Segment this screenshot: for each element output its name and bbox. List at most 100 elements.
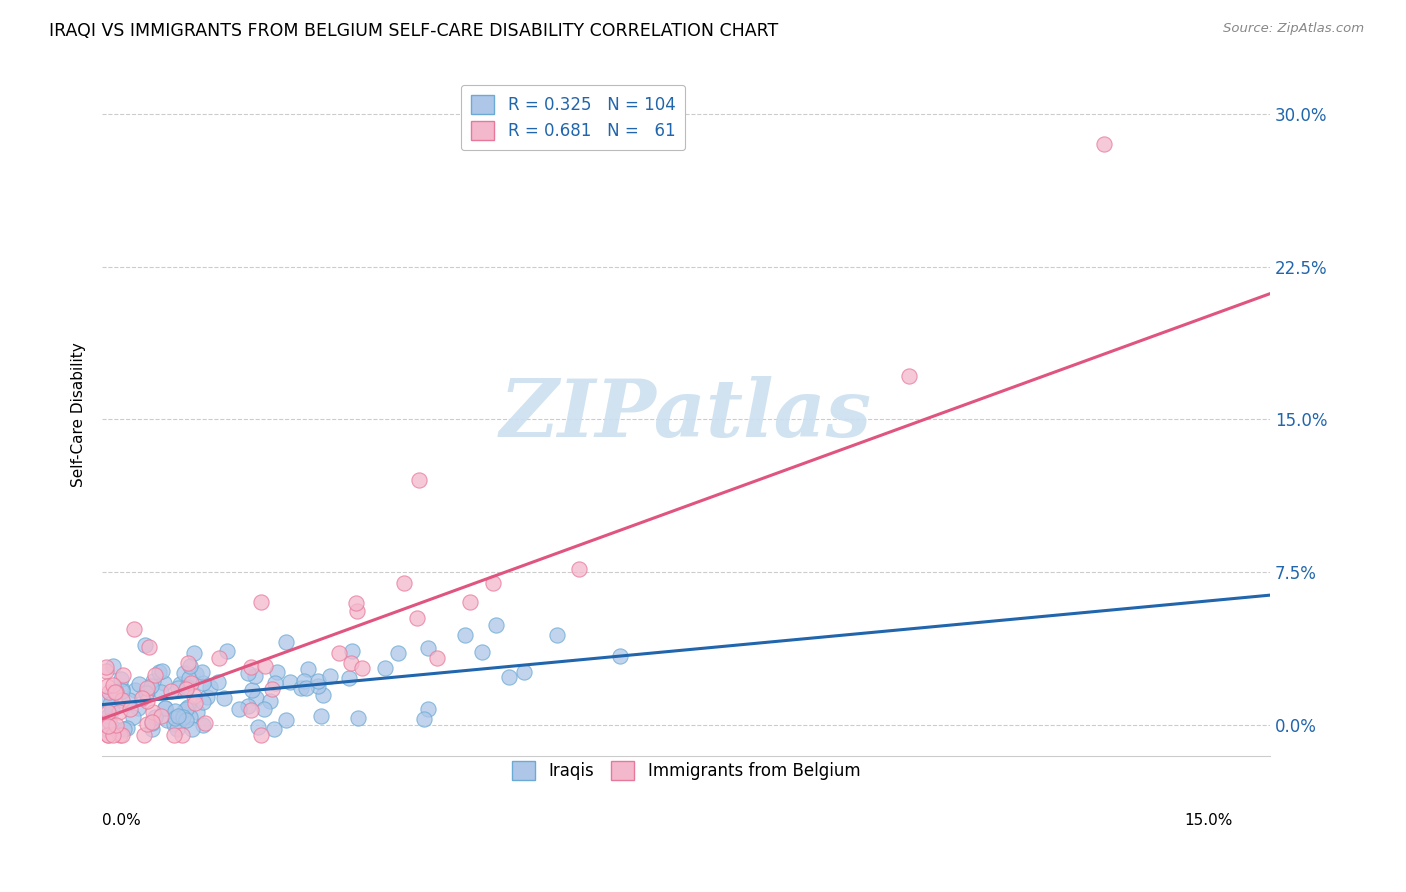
Text: 0.0%: 0.0%	[103, 813, 141, 828]
Point	[176, 656, 198, 670]
Point	[172, 728, 194, 742]
Point	[295, 681, 318, 696]
Legend: Iraqis, Immigrants from Belgium: Iraqis, Immigrants from Belgium	[503, 752, 869, 789]
Point	[97, 708, 120, 723]
Point	[104, 722, 127, 736]
Point	[135, 684, 157, 698]
Point	[166, 681, 188, 696]
Point	[105, 718, 128, 732]
Point	[110, 681, 132, 696]
Point	[339, 656, 361, 670]
Point	[387, 646, 409, 660]
Point	[142, 705, 165, 719]
Point	[134, 728, 156, 742]
Point	[274, 713, 297, 727]
Point	[243, 669, 266, 683]
Point	[96, 664, 118, 678]
Point	[181, 722, 204, 736]
Point	[346, 604, 368, 618]
Point	[97, 728, 120, 742]
Point	[136, 681, 159, 695]
Point	[344, 596, 367, 610]
Point	[104, 684, 127, 698]
Point	[309, 709, 332, 723]
Point	[107, 706, 129, 720]
Point	[153, 700, 176, 714]
Point	[318, 669, 340, 683]
Point	[481, 576, 503, 591]
Point	[111, 684, 134, 698]
Point	[97, 728, 120, 742]
Point	[191, 665, 214, 679]
Point	[136, 694, 159, 708]
Point	[163, 704, 186, 718]
Point	[337, 671, 360, 685]
Point	[1094, 137, 1116, 152]
Point	[191, 695, 214, 709]
Point	[122, 710, 145, 724]
Point	[105, 685, 128, 699]
Point	[253, 658, 276, 673]
Point	[249, 728, 271, 742]
Point	[135, 686, 157, 700]
Point	[236, 665, 259, 680]
Point	[141, 722, 163, 736]
Point	[240, 659, 263, 673]
Point	[394, 575, 416, 590]
Point	[142, 673, 165, 688]
Point	[609, 648, 631, 663]
Point	[263, 676, 285, 690]
Point	[128, 677, 150, 691]
Point	[247, 720, 270, 734]
Point	[138, 640, 160, 655]
Point	[290, 681, 312, 695]
Point	[149, 708, 172, 723]
Point	[97, 718, 120, 732]
Point	[166, 722, 188, 736]
Point	[163, 728, 186, 742]
Point	[280, 675, 302, 690]
Point	[167, 708, 190, 723]
Point	[183, 689, 205, 703]
Point	[418, 702, 440, 716]
Point	[101, 703, 124, 717]
Point	[215, 644, 238, 658]
Point	[208, 651, 231, 665]
Point	[163, 710, 186, 724]
Y-axis label: Self-Care Disability: Self-Care Disability	[72, 342, 86, 487]
Point	[249, 595, 271, 609]
Point	[274, 634, 297, 648]
Point	[98, 697, 121, 711]
Point	[568, 562, 591, 576]
Point	[156, 713, 179, 727]
Point	[307, 674, 329, 689]
Point	[110, 728, 132, 742]
Point	[212, 690, 235, 705]
Point	[297, 662, 319, 676]
Point	[98, 714, 121, 729]
Point	[176, 680, 198, 694]
Point	[347, 711, 370, 725]
Point	[207, 674, 229, 689]
Point	[312, 688, 335, 702]
Point	[112, 722, 135, 736]
Point	[136, 683, 159, 698]
Point	[143, 667, 166, 681]
Point	[111, 728, 134, 742]
Point	[172, 710, 194, 724]
Point	[150, 685, 173, 699]
Point	[127, 701, 149, 715]
Point	[186, 705, 208, 719]
Point	[136, 716, 159, 731]
Point	[263, 722, 285, 736]
Point	[110, 672, 132, 686]
Point	[173, 666, 195, 681]
Point	[195, 690, 218, 704]
Point	[153, 676, 176, 690]
Text: 15.0%: 15.0%	[1184, 813, 1233, 828]
Point	[174, 702, 197, 716]
Point	[426, 651, 449, 665]
Point	[471, 645, 494, 659]
Point	[184, 696, 207, 710]
Point	[374, 661, 396, 675]
